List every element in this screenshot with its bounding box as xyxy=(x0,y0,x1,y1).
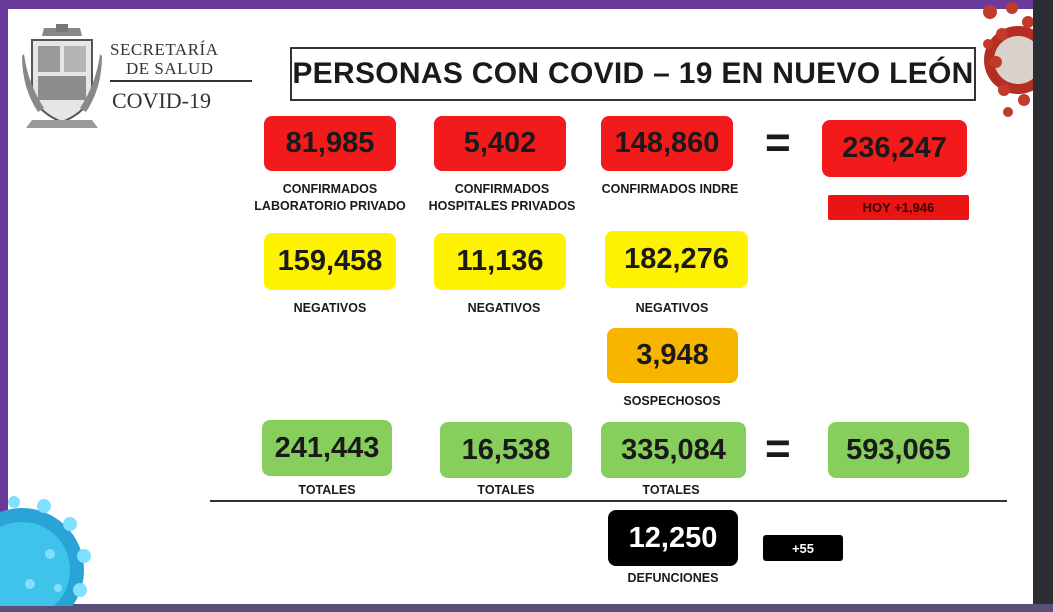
right-frame-bar xyxy=(1033,0,1053,612)
negatives-private-lab-value: 159,458 xyxy=(264,233,396,290)
negatives-indre-value: 182,276 xyxy=(605,231,748,288)
page-title: PERSONAS CON COVID – 19 EN NUEVO LEÓN xyxy=(290,47,976,101)
confirmed-indre-label: CONFIRMADOS INDRE xyxy=(601,182,739,196)
negatives-private-hospitals-value: 11,136 xyxy=(434,233,566,290)
equals-sign-totals: = xyxy=(765,424,791,473)
confirmed-private-hospitals-label-line1: CONFIRMADOS xyxy=(454,182,550,196)
negatives-private-hospitals-label: NEGATIVOS xyxy=(467,301,541,315)
totals-private-lab-label: TOTALES xyxy=(298,483,356,497)
totals-indre-value: 335,084 xyxy=(601,422,746,478)
virus-icon xyxy=(0,496,91,606)
state-seal-icon xyxy=(22,24,102,128)
negatives-private-lab-label: NEGATIVOS xyxy=(293,301,367,315)
left-frame-bar xyxy=(0,0,8,612)
totals-indre-label: TOTALES xyxy=(642,483,700,497)
confirmed-indre-value: 148,860 xyxy=(601,116,733,171)
virus-icon xyxy=(983,2,1033,117)
totals-private-hospitals-label: TOTALES xyxy=(477,483,535,497)
suspects-value: 3,948 xyxy=(607,328,738,383)
grand-total-value: 593,065 xyxy=(828,422,969,478)
equals-sign-confirmed: = xyxy=(765,118,791,167)
confirmed-private-hospitals-value: 5,402 xyxy=(434,116,566,171)
suspects-label: SOSPECHOSOS xyxy=(623,394,721,408)
today-increase-badge: HOY +1,946 xyxy=(828,195,969,220)
logo-text-de-salud: DE SALUD xyxy=(126,59,214,78)
top-frame-bar xyxy=(0,0,1053,9)
logo-text-secretaria: SECRETARÍA xyxy=(110,40,219,59)
confirmed-private-hospitals-label: CONFIRMADOS HOSPITALES PRIVADOS xyxy=(412,181,592,215)
logo-text-covid: COVID-19 xyxy=(112,88,211,113)
bottom-frame-bar xyxy=(0,604,1053,612)
deaths-value: 12,250 xyxy=(608,510,738,566)
confirmed-private-lab-value: 81,985 xyxy=(264,116,396,171)
negatives-indre-label: NEGATIVOS xyxy=(635,301,709,315)
confirmed-private-lab-label-line2: LABORATORIO PRIVADO xyxy=(254,199,406,213)
confirmed-private-hospitals-label-line2: HOSPITALES PRIVADOS xyxy=(428,199,576,213)
totals-private-hospitals-value: 16,538 xyxy=(440,422,572,478)
section-divider xyxy=(210,500,1007,502)
confirmed-total-value: 236,247 xyxy=(822,120,967,177)
deaths-label: DEFUNCIONES xyxy=(627,571,719,585)
confirmed-private-lab-label-line1: CONFIRMADOS xyxy=(282,182,378,196)
totals-private-lab-value: 241,443 xyxy=(262,420,392,476)
confirmed-private-lab-label: CONFIRMADOS LABORATORIO PRIVADO xyxy=(240,181,420,215)
logo-divider xyxy=(110,80,252,82)
deaths-increase-badge: +55 xyxy=(763,535,843,561)
